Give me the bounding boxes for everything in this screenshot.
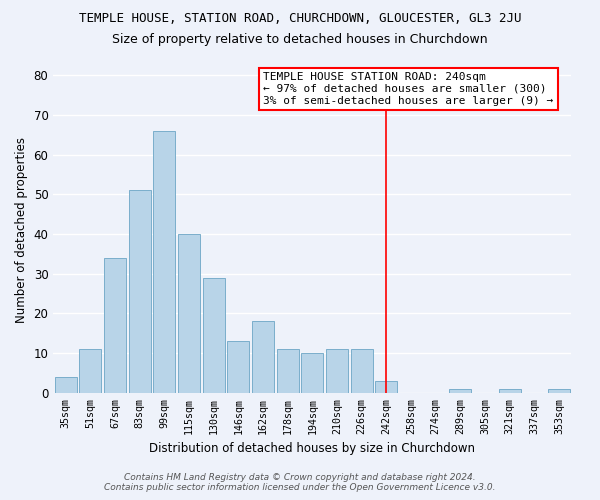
Bar (350, 349, 373, 393)
Bar (326, 349, 348, 393)
Bar (55, 377, 77, 393)
Bar (227, 341, 250, 393)
Bar (252, 322, 274, 393)
Bar (203, 278, 225, 393)
Text: TEMPLE HOUSE STATION ROAD: 240sqm
← 97% of detached houses are smaller (300)
3% : TEMPLE HOUSE STATION ROAD: 240sqm ← 97% … (263, 72, 553, 106)
Text: Size of property relative to detached houses in Churchdown: Size of property relative to detached ho… (112, 32, 488, 46)
Bar (79, 349, 101, 393)
X-axis label: Distribution of detached houses by size in Churchdown: Distribution of detached houses by size … (149, 442, 475, 455)
Bar (548, 389, 570, 393)
Bar (301, 353, 323, 393)
Y-axis label: Number of detached properties: Number of detached properties (15, 137, 28, 323)
Bar (153, 131, 175, 393)
Text: Contains HM Land Registry data © Crown copyright and database right 2024.
Contai: Contains HM Land Registry data © Crown c… (104, 473, 496, 492)
Bar (449, 389, 472, 393)
Bar (178, 234, 200, 393)
Bar (499, 389, 521, 393)
Bar (375, 381, 397, 393)
Bar (277, 349, 299, 393)
Bar (128, 190, 151, 393)
Bar (104, 258, 126, 393)
Text: TEMPLE HOUSE, STATION ROAD, CHURCHDOWN, GLOUCESTER, GL3 2JU: TEMPLE HOUSE, STATION ROAD, CHURCHDOWN, … (79, 12, 521, 26)
